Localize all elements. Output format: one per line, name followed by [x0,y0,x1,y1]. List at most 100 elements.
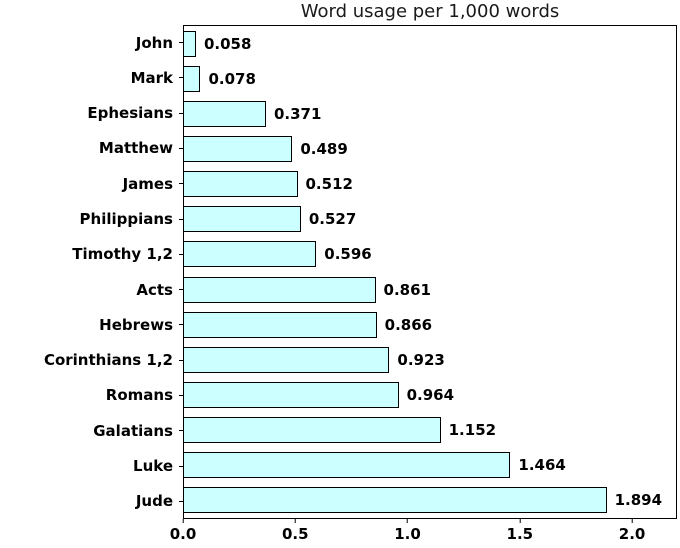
bar-value-label: 1.464 [518,456,566,475]
bar-value-label: 0.078 [208,69,256,88]
bar-value-label: 0.596 [324,245,372,264]
bar-value-label: 0.527 [308,210,357,229]
y-tick-label: Galatians [93,421,173,440]
bar-value-label: 0.923 [397,350,445,369]
bar [183,30,196,57]
bar [183,206,301,233]
bar [183,276,376,303]
y-row: Luke [0,448,183,483]
y-tick-label: Mark [130,68,173,87]
y-axis-labels: John Mark Ephesians Matthew James Philippians… [0,25,183,519]
plot-area: 0.058 0.078 0.371 0.489 0.512 0.527 0.596 0.861… [183,25,677,519]
y-tick-label: John [135,33,173,52]
y-tick-label: Timothy 1,2 [72,245,173,264]
y-tick-mark [179,253,183,255]
x-tick-label: 0.5 [281,525,309,543]
bar-value-label: 0.866 [384,315,433,334]
bar [183,346,390,373]
y-tick-label: Philippians [79,210,173,229]
y-row: Acts [0,272,183,307]
x-tick-mark [182,519,184,523]
y-tick-label: Corinthians 1,2 [43,351,173,370]
x-tick-label: 2.0 [618,525,646,543]
y-tick-mark [179,218,183,220]
bar-row: 0.512 [183,167,676,202]
bar-row: 0.489 [183,131,676,166]
bar-row: 1.464 [183,448,676,483]
y-row: Philippians [0,201,183,236]
y-tick-label: Jude [135,492,173,511]
bar [183,381,399,408]
y-tick-mark [179,183,183,185]
x-axis: 0.0 0.5 1.0 1.5 2.0 [0,519,680,548]
y-row: Jude [0,484,183,519]
bar-row: 0.078 [183,61,676,96]
y-tick-mark [179,465,183,467]
y-row: Matthew [0,131,183,166]
bar-row: 0.964 [183,377,676,412]
bar-value-label: 0.058 [203,34,252,53]
bar-value-label: 0.489 [300,139,348,158]
bar [183,487,607,514]
bar-row: 0.866 [183,307,676,342]
bar-value-label: 0.512 [305,175,353,194]
x-tick-label: 1.5 [506,525,534,543]
y-tick-label: Matthew [98,139,173,158]
y-tick-mark [179,394,183,396]
y-row: Corinthians 1,2 [0,343,183,378]
bar [183,135,293,162]
bar-row: 1.152 [183,413,676,448]
bar-value-label: 0.964 [406,385,455,404]
y-row: James [0,166,183,201]
bar-value-label: 0.861 [383,280,431,299]
y-row: John [0,25,183,60]
bar-row: 0.371 [183,96,676,131]
y-tick-mark [179,77,183,79]
y-tick-mark [179,112,183,114]
chart-title: Word usage per 1,000 words [300,1,560,22]
x-tick-mark [407,519,409,523]
bar [183,171,298,198]
y-row: Hebrews [0,307,183,342]
bar-row: 0.527 [183,202,676,237]
bar [183,100,266,127]
y-tick-mark [179,359,183,361]
x-tick: 1.5 [506,519,534,543]
y-tick-mark [179,324,183,326]
y-row: Galatians [0,413,183,448]
y-tick-mark [179,289,183,291]
y-tick-label: James [122,174,173,193]
x-tick-mark [294,519,296,523]
x-tick-mark [519,519,521,523]
y-tick-label: Hebrews [99,315,173,334]
bar [183,311,377,338]
x-tick-label: 0.0 [169,525,197,543]
bar-value-label: 1.152 [448,421,497,440]
bar [183,241,317,268]
y-tick-label: Ephesians [87,104,173,123]
y-tick-mark [179,430,183,432]
y-tick-label: Acts [136,280,173,299]
bar-row: 0.596 [183,237,676,272]
bar [183,417,441,444]
bar-value-label: 0.371 [273,104,322,123]
y-tick-mark [179,42,183,44]
x-tick: 1.0 [394,519,421,543]
bar-row: 0.923 [183,342,676,377]
bar [183,65,201,92]
x-tick: 2.0 [618,519,646,543]
bar-row: 0.058 [183,26,676,61]
y-tick-label: Luke [133,457,173,476]
y-row: Romans [0,378,183,413]
x-tick: 0.0 [169,519,197,543]
bar-row: 1.894 [183,483,676,518]
y-row: Ephesians [0,96,183,131]
y-tick-label: Romans [105,386,173,405]
y-tick-mark [179,147,183,149]
y-row: Mark [0,60,183,95]
bar-value-label: 1.894 [614,491,663,510]
x-tick: 0.5 [282,519,309,543]
y-tick-mark [179,500,183,502]
y-row: Timothy 1,2 [0,237,183,272]
